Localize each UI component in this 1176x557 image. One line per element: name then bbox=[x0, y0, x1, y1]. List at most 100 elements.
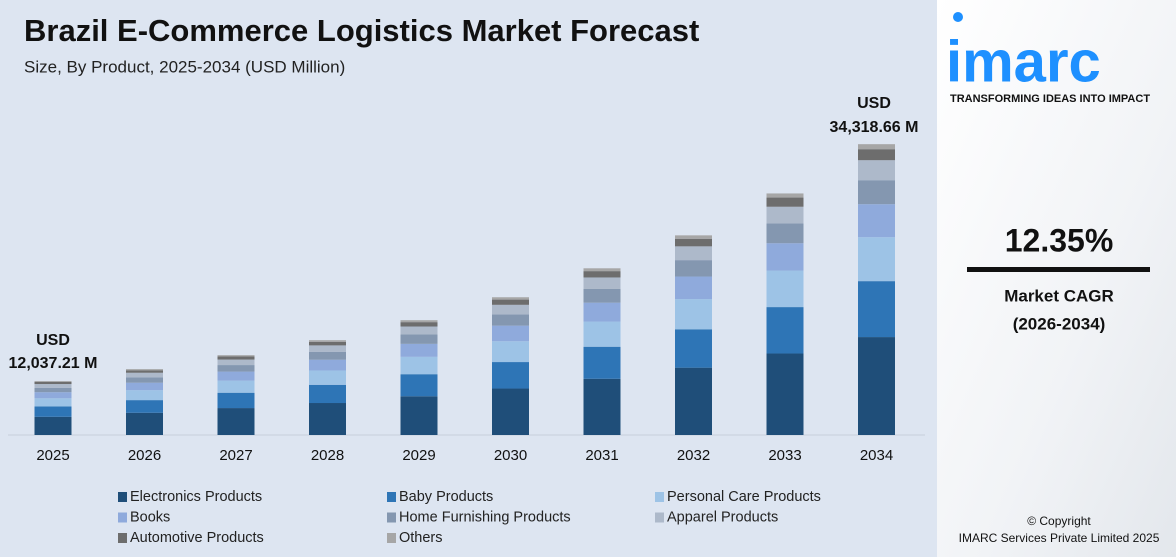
bar-segment bbox=[766, 197, 804, 207]
sidebar-bg bbox=[937, 0, 1176, 557]
bar-segment bbox=[400, 326, 438, 335]
bar-segment bbox=[675, 276, 712, 300]
bar-segment bbox=[766, 206, 804, 224]
bar-segment bbox=[217, 365, 255, 372]
legend-swatch bbox=[387, 492, 396, 502]
bar-segment bbox=[583, 271, 621, 278]
bar-segment bbox=[675, 238, 712, 247]
legend-swatch bbox=[118, 533, 127, 543]
legend-label: Automotive Products bbox=[130, 530, 264, 546]
bar-segment bbox=[766, 307, 804, 354]
bar-segment bbox=[126, 372, 163, 378]
bar-segment bbox=[126, 382, 163, 391]
bar-segment bbox=[400, 320, 438, 323]
bar-segment bbox=[675, 367, 712, 435]
bar-segment bbox=[309, 340, 346, 342]
chart-title: Brazil E-Commerce Logistics Market Forec… bbox=[24, 13, 699, 48]
x-tick-label: 2028 bbox=[311, 447, 344, 464]
bar-segment bbox=[583, 288, 621, 303]
legend-swatch bbox=[387, 512, 396, 523]
bar-segment bbox=[400, 334, 438, 344]
x-tick-label: 2032 bbox=[677, 447, 710, 464]
legend-swatch bbox=[387, 533, 396, 543]
bar-segment bbox=[583, 268, 621, 272]
bar-segment bbox=[858, 144, 895, 150]
logo-dot bbox=[953, 12, 963, 22]
x-tick-label: 2025 bbox=[36, 447, 69, 464]
bar-segment bbox=[766, 223, 804, 244]
bar-segment bbox=[217, 359, 255, 366]
bar-segment bbox=[309, 345, 346, 352]
copyright: © Copyright bbox=[1027, 514, 1091, 528]
bar-segment bbox=[858, 149, 895, 161]
bar-segment bbox=[400, 322, 438, 327]
bar-segment bbox=[675, 235, 712, 239]
bar-segment bbox=[126, 390, 163, 401]
x-tick-label: 2030 bbox=[494, 447, 527, 464]
bar-segment bbox=[34, 381, 72, 382]
annotation: 12,037.21 M bbox=[9, 355, 98, 372]
bar-segment bbox=[858, 160, 895, 181]
bar-segment bbox=[309, 351, 346, 360]
bar-segment bbox=[309, 370, 346, 385]
annotation: USD bbox=[857, 95, 891, 112]
x-tick-label: 2033 bbox=[768, 447, 801, 464]
bar-segment bbox=[309, 341, 346, 346]
bar-segment bbox=[858, 180, 895, 205]
x-tick-label: 2034 bbox=[860, 447, 893, 464]
bar-segment bbox=[492, 325, 529, 342]
annotation: USD bbox=[36, 332, 70, 349]
bar-segment bbox=[400, 356, 438, 375]
chart-subtitle: Size, By Product, 2025-2034 (USD Million… bbox=[24, 57, 345, 76]
legend-label: Apparel Products bbox=[667, 509, 778, 525]
bar-segment bbox=[583, 321, 621, 347]
bar-segment bbox=[34, 398, 72, 407]
bar-segment bbox=[583, 346, 621, 379]
bar-segment bbox=[309, 384, 346, 404]
cagr: 12.35% bbox=[1005, 222, 1114, 258]
bar-segment bbox=[492, 304, 529, 315]
legend-label: Baby Products bbox=[399, 489, 493, 505]
bar-segment bbox=[766, 243, 804, 271]
bar-segment bbox=[858, 337, 895, 435]
bar-segment bbox=[309, 359, 346, 371]
bar-segment bbox=[400, 396, 438, 435]
bar-segment bbox=[492, 362, 529, 389]
bar-segment bbox=[858, 204, 895, 238]
bar-segment bbox=[583, 277, 621, 289]
legend-label: Others bbox=[399, 530, 443, 546]
bar-segment bbox=[583, 378, 621, 435]
bar-segment bbox=[858, 281, 895, 338]
copyright: IMARC Services Private Limited 2025 bbox=[959, 531, 1160, 545]
legend-label: Home Furnishing Products bbox=[399, 509, 571, 525]
bar-segment bbox=[309, 403, 346, 435]
bar-segment bbox=[126, 369, 163, 371]
cagr-label: (2026-2034) bbox=[1013, 314, 1106, 333]
bar-segment bbox=[217, 392, 255, 409]
bar-segment bbox=[126, 412, 163, 435]
bar-segment bbox=[217, 371, 255, 381]
legend-label: Electronics Products bbox=[130, 489, 262, 505]
bar-segment bbox=[675, 246, 712, 261]
legend-label: Personal Care Products bbox=[667, 489, 821, 505]
x-tick-label: 2026 bbox=[128, 447, 161, 464]
bar-segment bbox=[492, 341, 529, 363]
bar-segment bbox=[126, 377, 163, 383]
bar-segment bbox=[217, 355, 255, 357]
bar-segment bbox=[766, 270, 804, 308]
legend-swatch bbox=[118, 512, 127, 523]
bar-segment bbox=[675, 299, 712, 330]
divider bbox=[967, 267, 1150, 272]
bar-segment bbox=[217, 356, 255, 360]
bar-segment bbox=[400, 374, 438, 397]
bar-segment bbox=[217, 408, 255, 435]
bar-segment bbox=[34, 387, 72, 393]
bar-segment bbox=[492, 299, 529, 305]
bar-segment bbox=[400, 343, 438, 357]
legend-swatch bbox=[118, 492, 127, 502]
bar-segment bbox=[492, 297, 529, 300]
bar-segment bbox=[583, 302, 621, 322]
bar-segment bbox=[492, 388, 529, 435]
